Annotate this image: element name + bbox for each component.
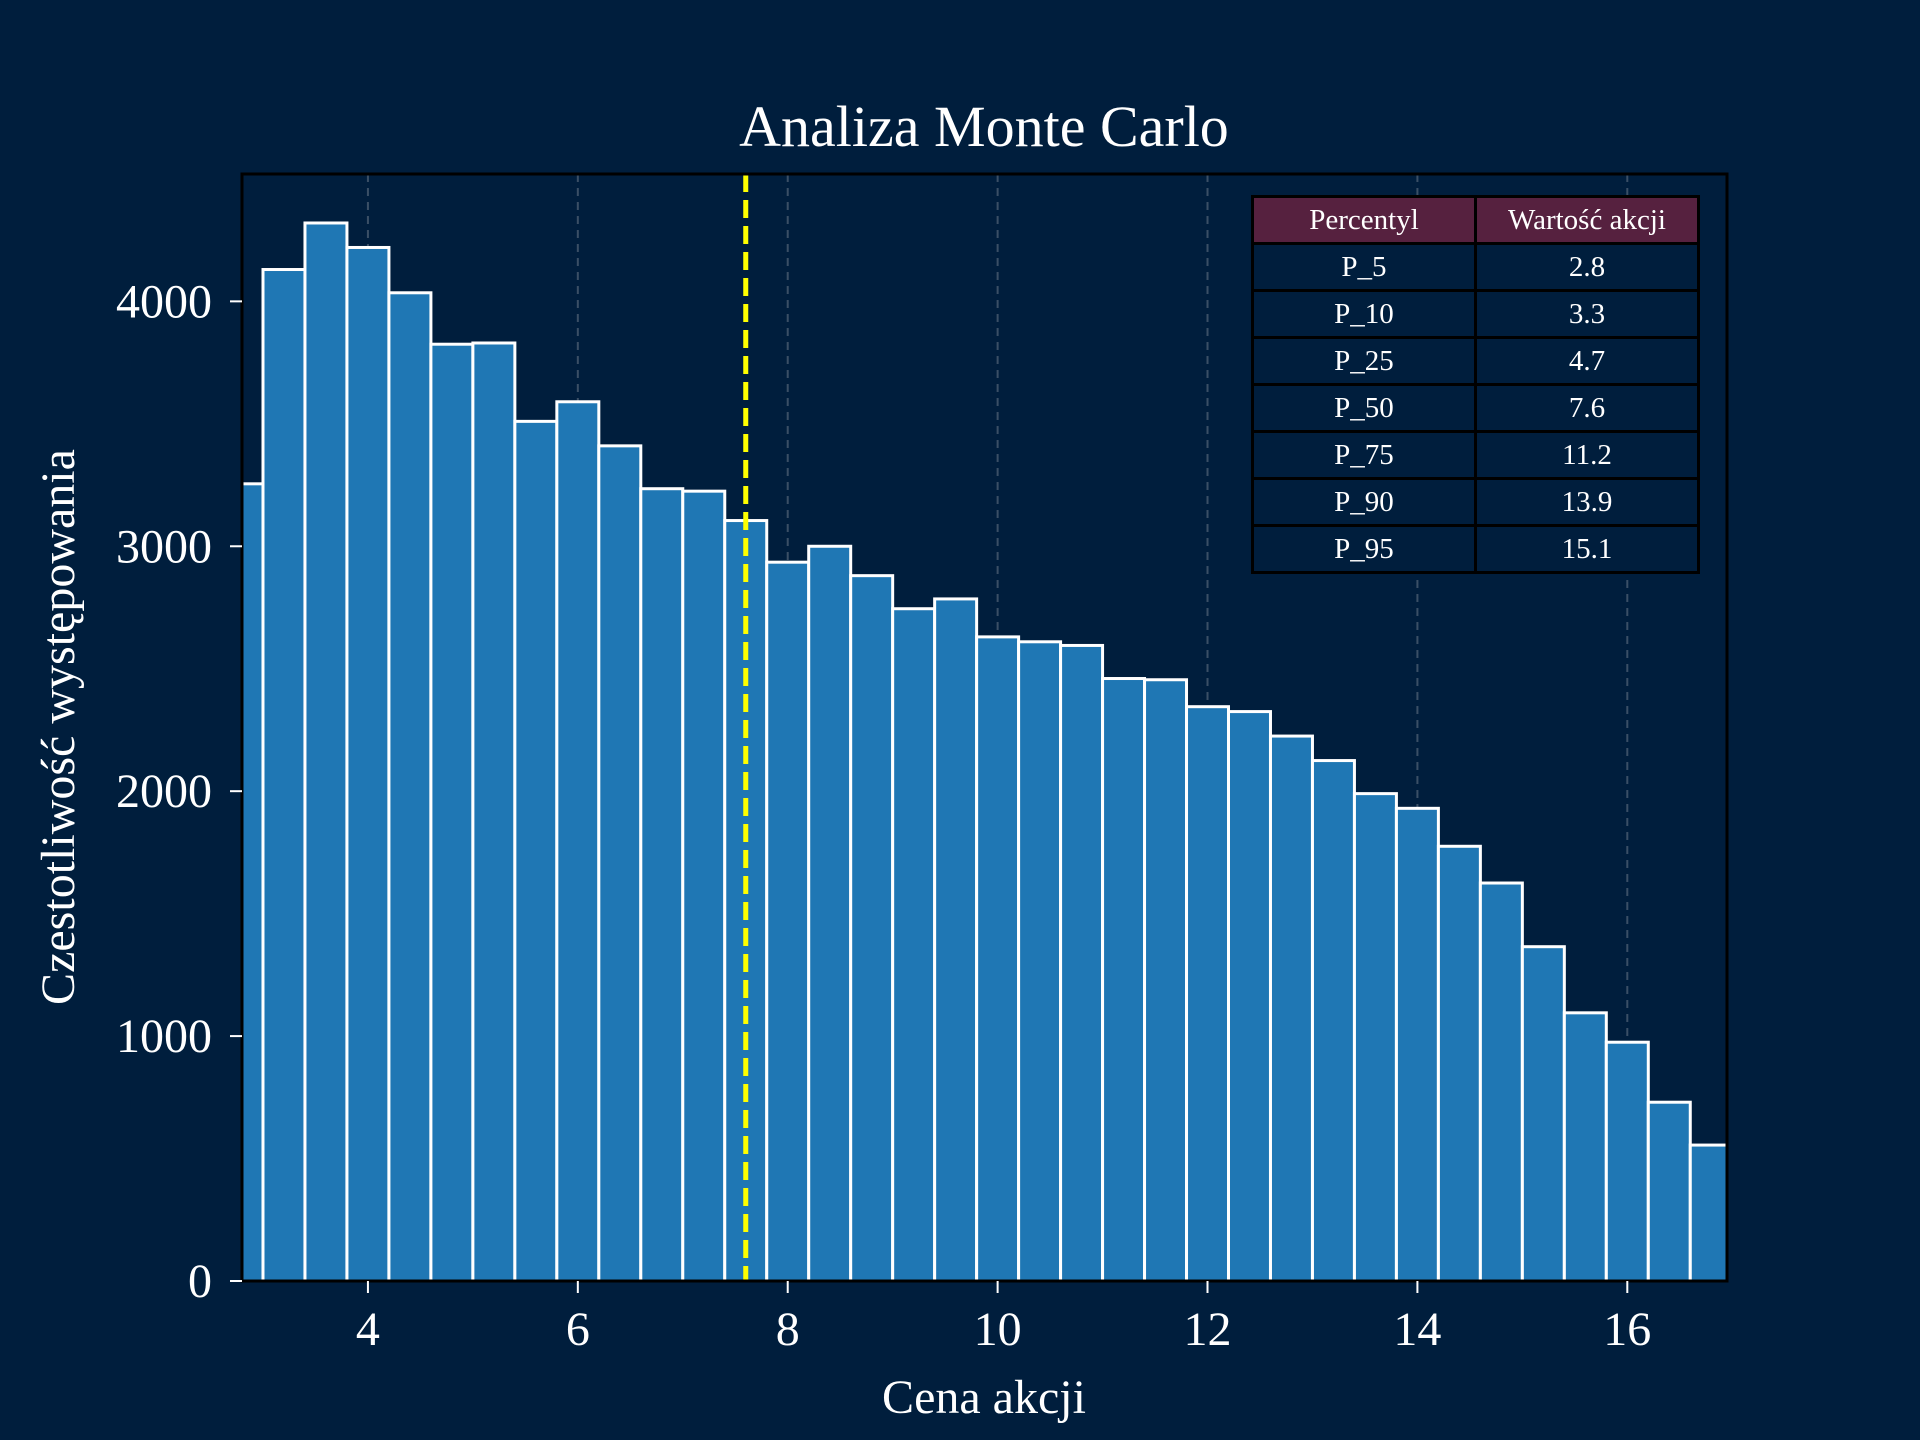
value-cell: 4.7 xyxy=(1474,336,1700,386)
header-share-value: Wartość akcji xyxy=(1474,195,1700,245)
table-row: P_5 2.8 xyxy=(1251,242,1700,292)
histogram-bar xyxy=(891,607,937,1281)
histogram-bar xyxy=(933,597,979,1281)
plot-frame xyxy=(240,172,1729,1283)
table-row: P_25 4.7 xyxy=(1251,336,1700,386)
histogram-bar xyxy=(1436,844,1482,1281)
table-row: P_10 3.3 xyxy=(1251,289,1700,339)
histogram-bar xyxy=(1478,881,1524,1281)
x-tick-label: 8 xyxy=(776,1303,800,1356)
histogram-bar xyxy=(1646,1100,1692,1281)
x-tick-label: 14 xyxy=(1393,1303,1441,1356)
histogram-bar xyxy=(1352,792,1398,1281)
value-cell: 2.8 xyxy=(1474,242,1700,292)
histogram-bar xyxy=(1185,705,1231,1281)
histogram-bar xyxy=(765,560,811,1281)
table-row: P_95 15.1 xyxy=(1251,524,1700,574)
histogram-bar xyxy=(1394,806,1440,1281)
histogram-bar xyxy=(849,574,895,1281)
value-cell: 13.9 xyxy=(1474,477,1700,527)
histogram-bar xyxy=(1688,1143,1727,1281)
histogram-bar xyxy=(597,444,643,1281)
table-row: P_90 13.9 xyxy=(1251,477,1700,527)
y-tick-label: 4000 xyxy=(116,275,212,328)
histogram-bar xyxy=(345,245,391,1281)
histogram-bar xyxy=(1059,643,1105,1281)
percentile-cell: P_25 xyxy=(1251,336,1477,386)
histogram-bar xyxy=(975,635,1021,1281)
histogram-bar xyxy=(639,487,685,1281)
percentile-table: Percentyl Wartość akcji P_5 2.8 P_10 3.3… xyxy=(1251,195,1700,574)
histogram-bar xyxy=(1732,1174,1774,1281)
y-axis-label: Czestotliwość występowania xyxy=(32,449,85,1005)
header-percentile: Percentyl xyxy=(1251,195,1477,245)
chart-title: Analiza Monte Carlo xyxy=(739,94,1229,159)
x-tick-label: 4 xyxy=(356,1303,380,1356)
table-header-row: Percentyl Wartość akcji xyxy=(1251,195,1700,245)
y-axis: 0 1000 2000 3000 4000 xyxy=(116,275,242,1308)
histogram-bars xyxy=(242,221,1774,1281)
x-tick-label: 16 xyxy=(1603,1303,1651,1356)
histogram-bar xyxy=(429,342,475,1281)
histogram-bar xyxy=(681,489,727,1281)
histogram-bar xyxy=(513,419,559,1281)
value-cell: 7.6 xyxy=(1474,383,1700,433)
histogram-bar xyxy=(303,221,349,1281)
histogram-bar xyxy=(1227,710,1272,1281)
histogram-bar xyxy=(1268,734,1314,1281)
x-axis: 4 6 8 10 12 14 16 xyxy=(356,1281,1651,1356)
percentile-cell: P_75 xyxy=(1251,430,1477,480)
x-tick-label: 6 xyxy=(566,1303,590,1356)
histogram-bar xyxy=(261,268,307,1281)
histogram-bar xyxy=(1143,678,1189,1281)
x-axis-label: Cena akcji xyxy=(882,1371,1086,1424)
percentile-cell: P_50 xyxy=(1251,383,1477,433)
histogram-bar xyxy=(807,544,853,1281)
value-cell: 3.3 xyxy=(1474,289,1700,339)
histogram-bar xyxy=(555,400,601,1281)
y-tick-label: 2000 xyxy=(116,765,212,818)
percentile-cell: P_5 xyxy=(1251,242,1477,292)
histogram-bar xyxy=(1101,677,1147,1281)
y-tick-label: 0 xyxy=(188,1255,212,1308)
histogram-bar xyxy=(1017,640,1063,1281)
x-tick-label: 12 xyxy=(1184,1303,1232,1356)
percentile-cell: P_95 xyxy=(1251,524,1477,574)
histogram-bar xyxy=(1310,759,1356,1281)
percentile-cell: P_90 xyxy=(1251,477,1477,527)
histogram-bar xyxy=(1562,1011,1608,1281)
histogram-bar xyxy=(1604,1040,1650,1281)
y-tick-label: 1000 xyxy=(116,1010,212,1063)
histogram-bar xyxy=(1520,945,1566,1281)
histogram-bar xyxy=(471,341,517,1281)
percentile-cell: P_10 xyxy=(1251,289,1477,339)
table-row: P_75 11.2 xyxy=(1251,430,1700,480)
value-cell: 11.2 xyxy=(1474,430,1700,480)
x-tick-label: 10 xyxy=(974,1303,1022,1356)
value-cell: 15.1 xyxy=(1474,524,1700,574)
histogram-bar xyxy=(387,291,433,1281)
y-tick-label: 3000 xyxy=(116,520,212,573)
table-row: P_50 7.6 xyxy=(1251,383,1700,433)
